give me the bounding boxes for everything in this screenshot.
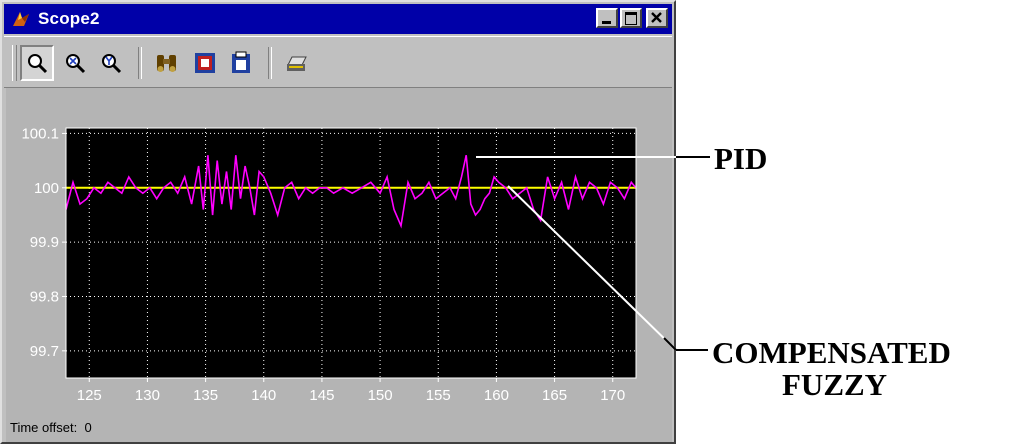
x-tick-label: 125 — [77, 387, 102, 404]
scope-parameters-button[interactable] — [224, 45, 258, 81]
window-title: Scope2 — [38, 9, 100, 28]
time-offset-value: 0 — [84, 420, 92, 435]
x-tick-label: 160 — [484, 387, 509, 404]
close-button[interactable] — [646, 8, 668, 28]
x-tick-label: 165 — [542, 387, 567, 404]
y-tick-label: 100 — [34, 180, 59, 197]
print-button[interactable] — [280, 45, 314, 81]
zoom-button[interactable] — [20, 45, 54, 81]
y-tick-label: 99.8 — [30, 288, 59, 305]
x-tick-label: 150 — [368, 387, 393, 404]
scope-plot[interactable]: 125 130 135 140 145 150 155 160 165 170 99.7 99.8 99… — [6, 88, 672, 418]
y-tick-label: 99.7 — [30, 343, 59, 360]
close-icon — [651, 12, 662, 23]
plot-area — [66, 128, 636, 378]
save-axes-button[interactable] — [188, 45, 222, 81]
autoscale-button[interactable] — [150, 45, 184, 81]
x-tick-label: 145 — [309, 387, 334, 404]
autoscale-binoculars-icon — [157, 55, 176, 72]
compensated-label: COMPENSATED — [712, 335, 951, 370]
maximize-icon — [625, 12, 637, 25]
time-offset-status: Time offset: 0 — [10, 420, 92, 435]
y-tick-label: 100.1 — [21, 125, 59, 142]
x-tick-label: 130 — [135, 387, 160, 404]
maximize-button[interactable] — [620, 8, 642, 28]
x-tick-label: 155 — [426, 387, 451, 404]
title-bar[interactable]: Scope2 — [4, 4, 672, 34]
zoom-x-icon — [66, 54, 86, 74]
time-offset-label: Time offset: — [10, 420, 78, 435]
scope-toolbar — [4, 36, 672, 88]
print-icon — [287, 56, 307, 71]
zoom-x-button[interactable] — [58, 45, 92, 81]
save-axes-settings-icon — [195, 53, 215, 73]
scope-window: Scope2 — [0, 0, 676, 444]
pid-label: PID — [714, 141, 768, 176]
zoom-y-icon — [102, 54, 122, 74]
minimize-icon — [602, 21, 611, 24]
fuzzy-label: FUZZY — [782, 367, 888, 402]
scope-display-panel: 125 130 135 140 145 150 155 160 165 170 99.7 99.8 99… — [6, 88, 672, 442]
zoom-y-button[interactable] — [94, 45, 128, 81]
x-tick-label: 140 — [251, 387, 276, 404]
toolbar-grip[interactable] — [12, 45, 17, 81]
scope-parameters-icon — [232, 51, 250, 73]
zoom-icon — [28, 54, 48, 74]
x-tick-label: 135 — [193, 387, 218, 404]
x-tick-label: 170 — [600, 387, 625, 404]
simulink-scope-app-icon — [13, 12, 29, 26]
minimize-button[interactable] — [596, 8, 618, 28]
y-tick-label: 99.9 — [30, 234, 59, 251]
